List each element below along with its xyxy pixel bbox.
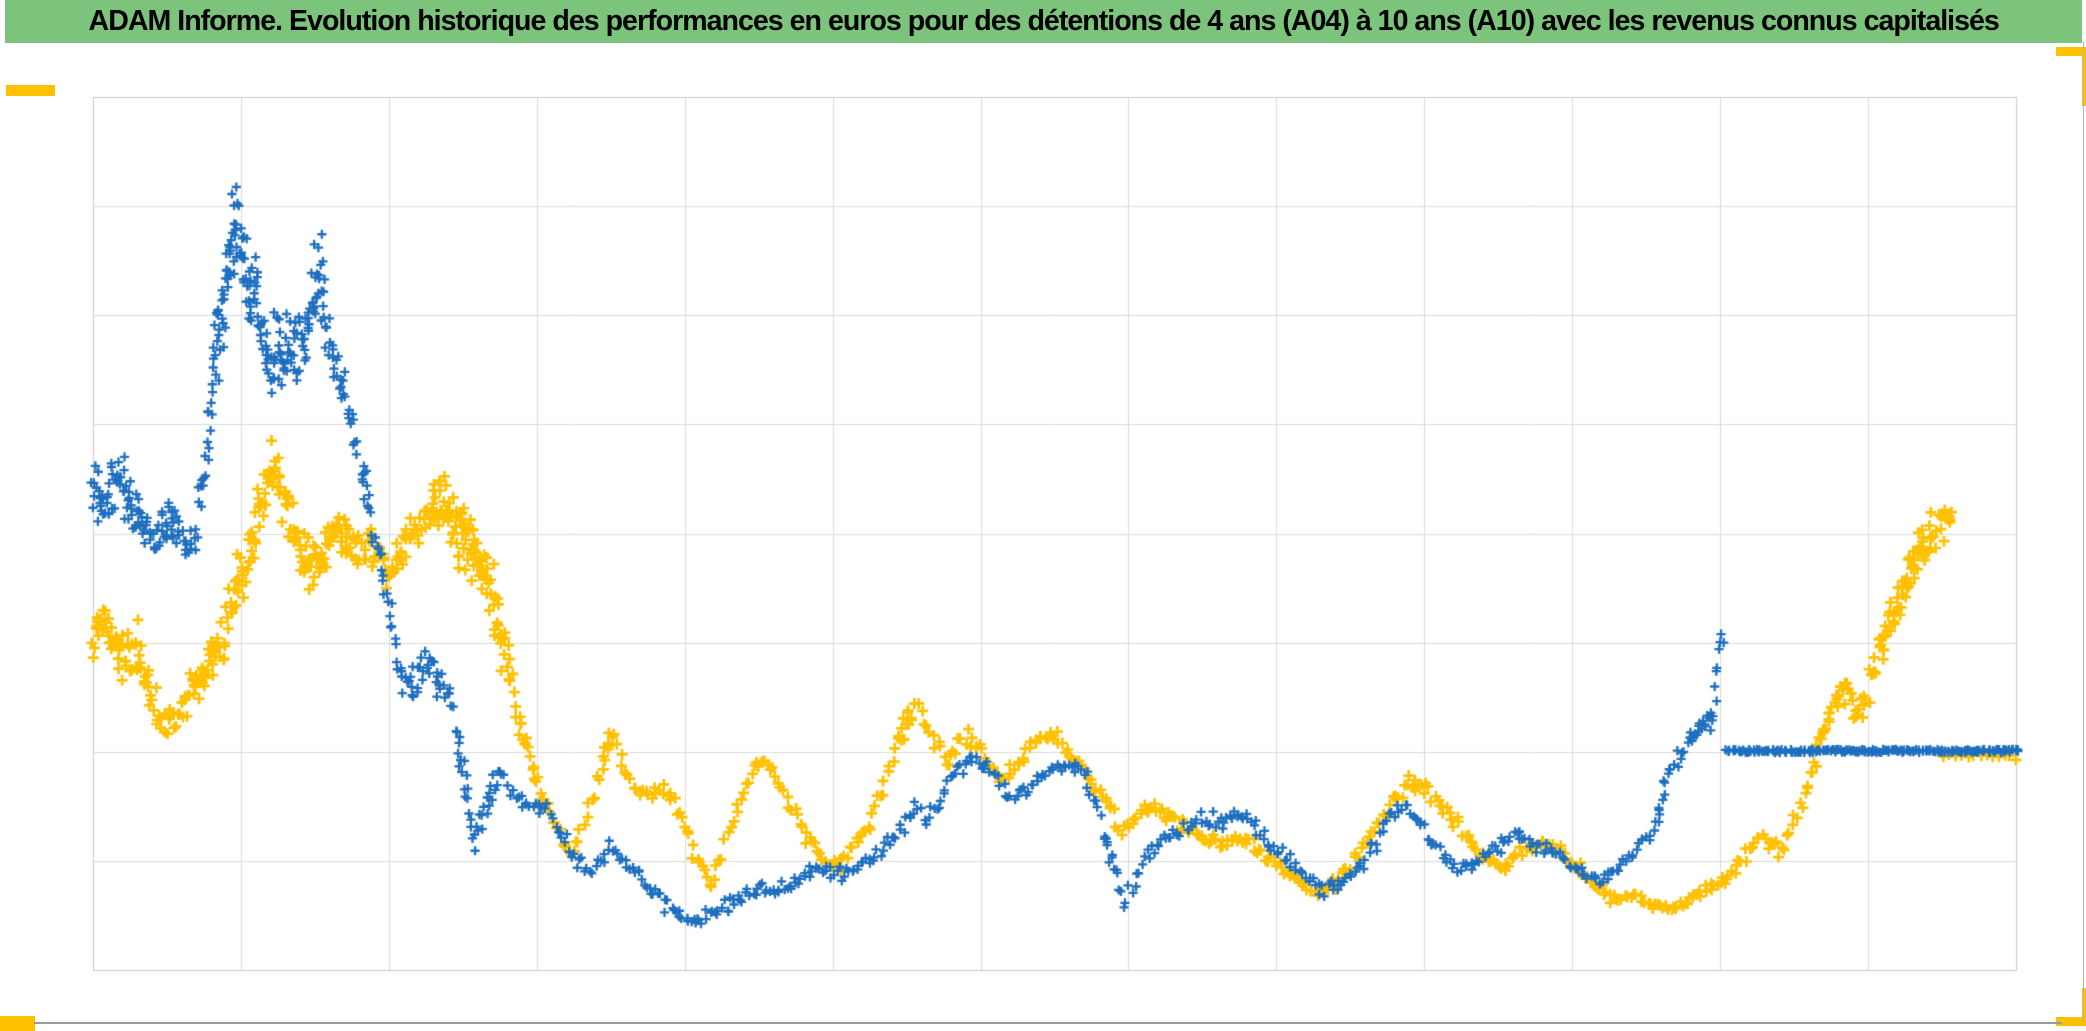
- window-edge-bottom: [34, 1022, 2062, 1024]
- yellow-accent-left-tab: [6, 85, 55, 96]
- yellow-corner-bracket-bottom-right: [2056, 988, 2086, 1026]
- yellow-corner-bracket-top-right: [2056, 47, 2086, 106]
- window-edge-right: [2083, 42, 2084, 1022]
- yellow-accent-bottom-left: [0, 1016, 35, 1031]
